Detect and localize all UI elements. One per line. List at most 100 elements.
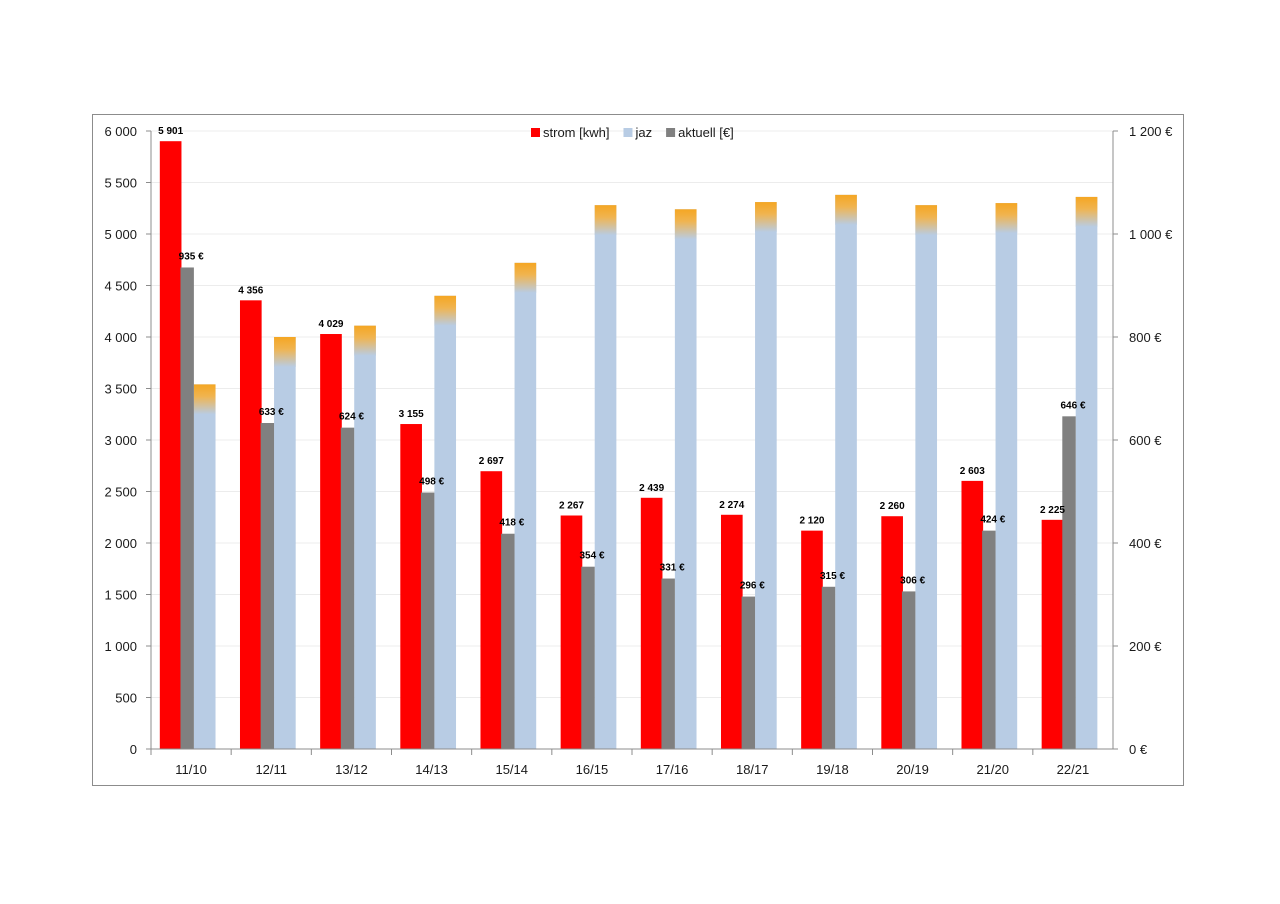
bar-aktuell (901, 591, 916, 749)
x-tick-label: 14/13 (415, 762, 448, 777)
y-right-tick-label: 200 € (1129, 639, 1162, 654)
x-tick-label: 16/15 (576, 762, 609, 777)
x-tick-label: 17/16 (656, 762, 689, 777)
bar-jaz-top (674, 209, 697, 240)
legend-swatch (531, 128, 540, 137)
bar-strom (159, 141, 182, 749)
data-label-aktuell: 935 € (179, 251, 204, 262)
data-label-strom: 2 274 (719, 500, 744, 511)
data-label-strom: 2 225 (1040, 505, 1065, 516)
y-left-tick-label: 4 500 (104, 279, 137, 294)
y-left-tick-label: 5 500 (104, 176, 137, 191)
bar-jaz-top (835, 194, 857, 225)
y-right-tick-label: 600 € (1129, 433, 1162, 448)
bar-strom (320, 334, 342, 749)
bar-jaz (434, 295, 457, 749)
bar-jaz-top (434, 295, 457, 326)
data-label-aktuell: 624 € (339, 412, 364, 423)
x-tick-label: 12/11 (255, 762, 287, 777)
bar-jaz-top (193, 384, 216, 415)
x-tick-label: 22/21 (1057, 762, 1090, 777)
y-right-tick-label: 1 200 € (1129, 124, 1173, 139)
y-left-tick-label: 5 000 (104, 227, 137, 242)
bar-aktuell (420, 492, 435, 749)
data-label-aktuell: 646 € (1060, 400, 1085, 411)
bar-jaz-top (755, 202, 777, 233)
data-label-aktuell: 296 € (740, 581, 765, 592)
bar-jaz (193, 384, 216, 749)
data-label-aktuell: 418 € (499, 518, 524, 529)
y-left-tick-label: 4 000 (104, 330, 137, 345)
y-left-tick-label: 3 000 (104, 433, 137, 448)
x-tick-label: 20/19 (896, 762, 929, 777)
bar-jaz (755, 202, 777, 749)
x-tick-label: 19/18 (816, 762, 849, 777)
bar-jaz-top (274, 337, 296, 367)
grid-layer (151, 130, 1113, 698)
bar-jaz (835, 194, 857, 750)
data-label-strom: 5 901 (158, 126, 183, 137)
bar-jaz (354, 325, 376, 749)
bar-strom (239, 300, 262, 749)
legend-label: strom [kwh] (543, 125, 609, 140)
bar-aktuell (821, 586, 836, 749)
data-label-strom: 2 120 (799, 516, 824, 527)
bar-strom (961, 480, 984, 749)
data-label-aktuell: 331 € (660, 563, 685, 574)
bar-jaz (995, 203, 1018, 750)
bar-jaz-top (915, 205, 938, 236)
data-label-aktuell: 354 € (579, 551, 604, 562)
x-tick-label: 11/10 (175, 762, 207, 777)
data-label-strom: 2 260 (880, 501, 905, 512)
bar-jaz-top (354, 325, 376, 356)
bar-aktuell (340, 427, 355, 749)
labels-layer: 5 901 935 € 4 356 633 € 4 029 624 € 3 155 498 €… (158, 126, 1086, 591)
y-right-tick-label: 400 € (1129, 536, 1162, 551)
x-tick-label: 13/12 (335, 762, 368, 777)
y-left-tick-label: 1 500 (104, 588, 137, 603)
bar-strom (480, 471, 503, 749)
y-left-tick-label: 6 000 (104, 124, 137, 139)
data-label-aktuell: 424 € (980, 515, 1005, 526)
data-label-strom: 4 029 (318, 319, 343, 330)
data-label-strom: 4 356 (238, 285, 263, 296)
bar-jaz (514, 262, 537, 749)
y-left-tick-label: 0 (130, 742, 137, 757)
legend-swatch (666, 128, 676, 137)
bar-strom (640, 497, 663, 749)
x-tick-label: 15/14 (495, 762, 528, 777)
data-label-aktuell: 306 € (900, 575, 925, 586)
data-label-strom: 2 267 (559, 500, 584, 511)
data-label-aktuell: 498 € (419, 477, 444, 488)
bars-layer (159, 141, 1098, 750)
bar-strom (881, 516, 903, 749)
bar-strom (560, 515, 583, 749)
bar-aktuell (661, 578, 675, 749)
bar-aktuell (501, 533, 515, 749)
bar-strom (400, 424, 422, 749)
bar-aktuell (982, 530, 996, 749)
data-label-strom: 3 155 (399, 409, 424, 420)
bar-jaz-top (1075, 196, 1098, 227)
bar-jaz-top (995, 203, 1018, 234)
data-label-strom: 2 697 (479, 456, 504, 467)
data-label-strom: 2 603 (960, 466, 985, 477)
axis-layer: 0 500 1 000 1 500 2 000 2 500 3 000 3 500 4 000 4… (104, 124, 1173, 777)
bar-strom (1041, 519, 1064, 749)
bar-jaz-top (594, 205, 617, 236)
legend: strom [kwh] jaz aktuell [€] (531, 125, 734, 140)
chart-svg: 0 500 1 000 1 500 2 000 2 500 3 000 3 500 4 000 4… (104, 124, 1173, 777)
data-label-aktuell: 315 € (820, 571, 845, 582)
legend-label: jaz (634, 125, 652, 140)
y-right-tick-label: 0 € (1129, 742, 1148, 757)
bar-jaz (1075, 196, 1098, 750)
data-label-strom: 2 439 (639, 483, 664, 494)
y-left-tick-label: 1 000 (104, 639, 137, 654)
bar-aktuell (180, 267, 194, 749)
x-tick-label: 21/20 (976, 762, 1009, 777)
y-left-tick-label: 2 000 (104, 536, 137, 551)
y-left-tick-label: 2 500 (104, 485, 137, 500)
bar-jaz (594, 205, 617, 749)
legend-swatch (623, 128, 633, 137)
legend-label: aktuell [€] (678, 125, 734, 140)
